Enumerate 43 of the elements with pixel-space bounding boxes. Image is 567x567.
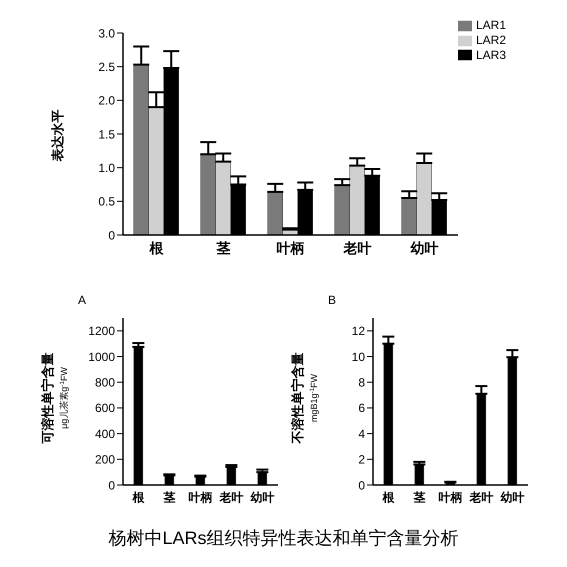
x-tick-label: 叶柄 [276, 240, 304, 256]
legend-label: LAR1 [476, 18, 506, 32]
y-tick-label: 3.0 [98, 26, 116, 40]
y-tick-label: 1.0 [98, 160, 116, 175]
y-tick-label: 2 [358, 452, 366, 467]
y-tick-label: 1200 [88, 324, 116, 338]
y-tick-label: 12 [352, 324, 366, 338]
y-tick-label: 4 [358, 426, 366, 441]
x-tick-label: 茎 [412, 490, 426, 505]
x-tick-label: 幼叶 [410, 240, 438, 256]
x-tick-label: 茎 [216, 240, 230, 256]
y-tick-label: 0.5 [98, 194, 116, 209]
x-tick-label: 幼叶 [500, 490, 524, 505]
x-tick-label: 茎 [162, 490, 176, 505]
y-tick-label: 1.5 [98, 127, 116, 142]
y-tick-label: 1000 [88, 350, 116, 364]
y-tick-label: 0 [108, 478, 116, 492]
x-tick-label: 根 [148, 240, 164, 256]
chart-title: A [78, 293, 86, 307]
x-tick-label: 叶柄 [188, 490, 212, 505]
y-tick-label: 200 [94, 452, 116, 467]
x-tick-label: 叶柄 [438, 490, 462, 505]
x-tick-label: 老叶 [342, 240, 372, 256]
y-tick-label: 0 [358, 478, 366, 492]
x-tick-label: 幼叶 [250, 490, 274, 505]
y-tick-label: 6 [358, 401, 366, 416]
y-tick-label: 2.5 [98, 60, 116, 74]
y-tick-label: 600 [94, 401, 116, 416]
legend-label: LAR2 [476, 32, 506, 47]
x-tick-label: 根 [382, 490, 396, 505]
y-tick-label: 10 [352, 350, 366, 364]
y-tick-label: 2.0 [98, 94, 116, 108]
x-tick-label: 老叶 [218, 490, 244, 505]
x-tick-label: 根 [132, 490, 146, 505]
y-axis-title: 表达水平 [50, 110, 65, 162]
y-tick-label: 8 [358, 375, 366, 390]
legend-label: LAR3 [476, 48, 506, 62]
y-tick-label: 400 [94, 426, 116, 441]
chart-title: B [328, 293, 336, 307]
y-tick-label: 800 [94, 375, 116, 390]
y-tick-label: 0 [108, 228, 116, 242]
x-tick-label: 老叶 [468, 490, 494, 505]
text: 杨树中LARs组织特异性表达和单宁含量分析 [107, 527, 460, 550]
